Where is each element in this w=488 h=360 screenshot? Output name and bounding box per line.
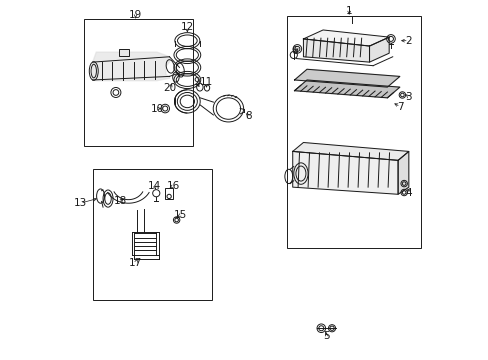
Bar (83, 19, 192, 146)
Bar (119, 49, 129, 56)
Text: 6: 6 (290, 46, 297, 56)
Polygon shape (292, 143, 408, 160)
Polygon shape (397, 152, 408, 194)
Text: 4: 4 (405, 188, 411, 198)
Text: 5: 5 (323, 331, 329, 341)
Text: 15: 15 (174, 210, 187, 220)
Polygon shape (369, 37, 388, 62)
Text: 9: 9 (193, 77, 200, 87)
Text: 2: 2 (405, 36, 411, 46)
Text: 17: 17 (129, 258, 142, 268)
Polygon shape (303, 30, 388, 46)
Polygon shape (303, 39, 369, 62)
Text: 12: 12 (181, 22, 194, 32)
Text: 3: 3 (405, 92, 411, 102)
Text: 1: 1 (345, 6, 352, 16)
Bar (287, 16, 421, 248)
Polygon shape (294, 80, 399, 98)
Text: 10: 10 (150, 104, 163, 113)
Text: 18: 18 (113, 197, 126, 206)
Text: 11: 11 (199, 77, 212, 87)
Text: 19: 19 (129, 10, 142, 20)
Text: 16: 16 (167, 181, 180, 191)
Text: 8: 8 (244, 111, 251, 121)
Polygon shape (93, 52, 169, 81)
Text: 13: 13 (73, 198, 87, 208)
Polygon shape (294, 69, 399, 87)
Text: 7: 7 (396, 102, 403, 112)
Text: 20: 20 (163, 83, 176, 93)
Bar (165, 188, 173, 199)
Text: 14: 14 (147, 181, 161, 191)
Polygon shape (292, 152, 397, 194)
Bar (93, 169, 212, 300)
